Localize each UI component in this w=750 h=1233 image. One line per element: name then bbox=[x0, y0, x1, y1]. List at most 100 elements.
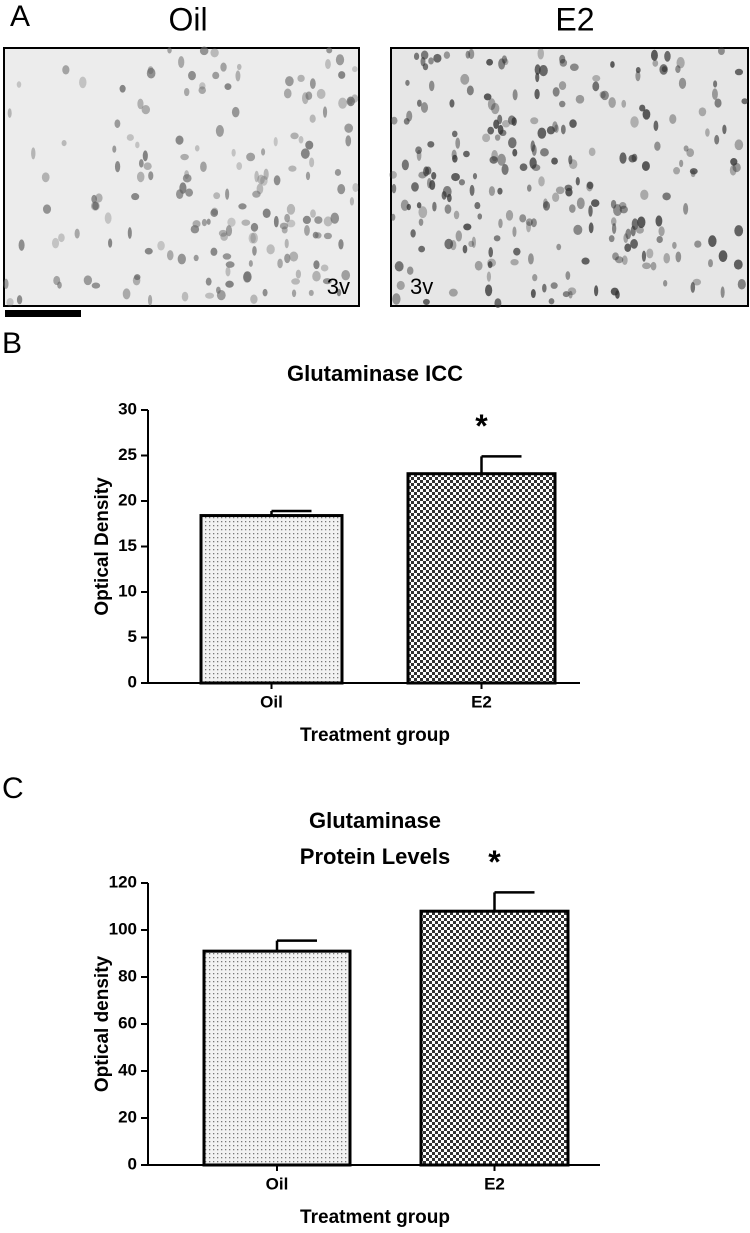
cell bbox=[42, 204, 52, 214]
cell bbox=[568, 155, 573, 165]
cell bbox=[534, 88, 540, 100]
cell bbox=[119, 84, 126, 93]
cell bbox=[248, 232, 256, 244]
cell bbox=[485, 284, 493, 297]
cell bbox=[573, 224, 583, 235]
cell bbox=[210, 208, 219, 217]
error-bar bbox=[480, 455, 522, 474]
cell bbox=[392, 293, 401, 305]
cell bbox=[497, 187, 503, 195]
cell bbox=[592, 75, 601, 82]
cell bbox=[615, 256, 624, 264]
cell bbox=[248, 260, 253, 267]
cell bbox=[231, 106, 240, 118]
cell bbox=[313, 260, 320, 270]
cell bbox=[631, 153, 638, 162]
cell bbox=[675, 251, 682, 263]
cell bbox=[390, 116, 398, 125]
cell bbox=[568, 159, 578, 170]
cell bbox=[519, 163, 528, 172]
cell bbox=[323, 232, 333, 240]
cell bbox=[252, 190, 261, 198]
image-title: Oil bbox=[168, 1, 207, 37]
cell bbox=[508, 137, 517, 149]
cell bbox=[16, 295, 23, 305]
cell bbox=[391, 183, 397, 194]
cell bbox=[588, 205, 593, 217]
cell bbox=[624, 243, 632, 252]
cell bbox=[205, 277, 212, 286]
cell bbox=[451, 130, 458, 138]
cell bbox=[556, 243, 562, 251]
cell bbox=[642, 262, 652, 270]
cell bbox=[216, 290, 226, 301]
cell bbox=[546, 126, 555, 135]
cell bbox=[135, 141, 140, 149]
cell bbox=[112, 145, 117, 153]
cell bbox=[554, 124, 559, 133]
cell bbox=[237, 63, 242, 71]
chart-title: Glutaminase bbox=[309, 808, 441, 833]
cell bbox=[418, 218, 424, 226]
cell bbox=[512, 148, 518, 157]
cell bbox=[236, 162, 243, 170]
cell bbox=[416, 149, 422, 162]
cell bbox=[304, 224, 310, 236]
cell bbox=[720, 286, 725, 299]
cell bbox=[132, 275, 141, 286]
cell bbox=[487, 261, 493, 269]
cell bbox=[143, 162, 152, 171]
cell bbox=[148, 171, 154, 181]
cell bbox=[351, 94, 359, 103]
cell bbox=[225, 280, 234, 288]
cell bbox=[298, 136, 304, 144]
cell bbox=[289, 251, 299, 262]
cell bbox=[686, 148, 695, 158]
cell bbox=[497, 153, 506, 166]
cell bbox=[199, 46, 209, 56]
cell bbox=[608, 235, 615, 243]
cell bbox=[418, 245, 426, 253]
cell bbox=[51, 237, 60, 249]
panel-letter: A bbox=[10, 0, 30, 33]
cell bbox=[206, 218, 211, 225]
cell bbox=[718, 250, 728, 262]
cell bbox=[411, 182, 419, 192]
y-tick-label: 60 bbox=[118, 1013, 137, 1032]
cell bbox=[417, 99, 422, 107]
cell bbox=[463, 223, 472, 231]
cell bbox=[146, 67, 156, 79]
cell bbox=[416, 202, 422, 209]
y-tick-label: 0 bbox=[128, 672, 137, 691]
cell bbox=[455, 230, 462, 242]
micrograph bbox=[389, 46, 749, 309]
x-tick-label: Oil bbox=[260, 692, 283, 711]
cell bbox=[429, 179, 436, 191]
cell bbox=[535, 72, 540, 83]
cell bbox=[619, 152, 627, 164]
cell bbox=[552, 87, 560, 97]
cell bbox=[592, 81, 600, 92]
cell bbox=[528, 253, 534, 265]
y-tick-label: 0 bbox=[128, 1154, 137, 1173]
cell bbox=[334, 168, 342, 176]
cell bbox=[290, 132, 299, 140]
cell bbox=[555, 186, 565, 195]
cell bbox=[322, 278, 332, 285]
cell bbox=[540, 148, 549, 157]
cell bbox=[205, 292, 215, 299]
cell bbox=[122, 288, 131, 300]
cell bbox=[453, 210, 460, 220]
cell bbox=[250, 232, 258, 244]
cell bbox=[423, 166, 430, 177]
cell bbox=[501, 120, 511, 128]
cell bbox=[641, 250, 647, 262]
cell bbox=[126, 134, 134, 141]
cell bbox=[474, 260, 483, 271]
scale-bar bbox=[5, 310, 81, 317]
cell bbox=[341, 269, 351, 281]
cell bbox=[273, 215, 279, 228]
cell bbox=[641, 161, 650, 171]
cell bbox=[193, 254, 199, 262]
cell bbox=[352, 182, 359, 193]
